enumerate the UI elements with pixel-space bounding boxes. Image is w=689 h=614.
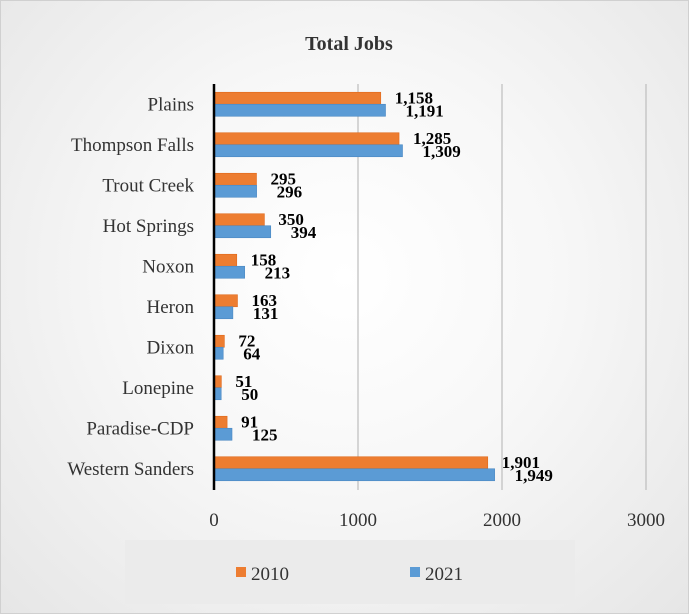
x-tick-label: 3000 xyxy=(627,510,665,531)
x-tick-label: 0 xyxy=(209,510,219,531)
data-label-2010: 72 xyxy=(238,331,255,350)
category-label: Western Sanders xyxy=(67,459,194,480)
bar-2021 xyxy=(213,468,495,482)
bar-2021 xyxy=(213,184,257,198)
bar-2010 xyxy=(213,172,257,186)
data-label-2021: 1,949 xyxy=(515,466,553,485)
x-tick-labels: 0 1000 2000 3000 xyxy=(209,510,665,531)
category-labels: Plains Thompson Falls Trout Creek Hot Sprin… xyxy=(67,94,194,480)
bar-2010 xyxy=(213,415,228,429)
data-label-2021: 131 xyxy=(253,304,279,323)
bar-2010 xyxy=(213,91,382,105)
data-label-2021: 1,309 xyxy=(422,142,460,161)
x-tick-label: 1000 xyxy=(339,510,377,531)
legend-box xyxy=(125,540,575,604)
bar-2021 xyxy=(213,225,272,239)
data-label-2021: 64 xyxy=(243,344,261,363)
data-label-2021: 394 xyxy=(291,223,317,242)
category-label: Dixon xyxy=(147,337,195,358)
category-label: Plains xyxy=(148,94,194,115)
chart-title: Total Jobs xyxy=(305,33,393,55)
legend-swatch-2010 xyxy=(236,567,246,577)
data-label-2010: 51 xyxy=(235,372,252,391)
data-label-2021: 296 xyxy=(277,182,303,201)
legend-label-2010: 2010 xyxy=(251,564,289,585)
bar-2010 xyxy=(213,253,238,267)
bar-2010 xyxy=(213,334,225,348)
bar-2010 xyxy=(213,456,489,470)
bar-2010 xyxy=(213,213,265,227)
data-label-2010: 91 xyxy=(241,412,258,431)
data-label-2010: 163 xyxy=(251,291,276,310)
x-tick-label: 2000 xyxy=(483,510,521,531)
bars xyxy=(213,91,495,482)
data-label-2010: 1,158 xyxy=(395,88,433,107)
bar-2021 xyxy=(213,265,245,279)
category-label: Hot Springs xyxy=(103,216,194,237)
bar-2021 xyxy=(213,427,233,441)
data-label-2021: 1,191 xyxy=(406,101,444,120)
data-label-2021: 125 xyxy=(252,425,278,444)
category-label: Noxon xyxy=(142,256,194,277)
category-label: Thompson Falls xyxy=(71,135,194,156)
category-label: Lonepine xyxy=(122,378,194,399)
category-label: Paradise-CDP xyxy=(86,418,194,439)
bar-2021 xyxy=(213,144,403,158)
bar-2021 xyxy=(213,306,234,320)
data-label-2010: 295 xyxy=(270,169,296,188)
data-label-2021: 213 xyxy=(265,263,291,282)
category-label: Heron xyxy=(147,297,195,318)
legend-label-2021: 2021 xyxy=(425,564,463,585)
data-label-2021: 50 xyxy=(241,385,258,404)
category-label: Trout Creek xyxy=(102,175,194,196)
bar-2021 xyxy=(213,346,224,360)
data-label-2010: 350 xyxy=(278,210,304,229)
data-label-2010: 158 xyxy=(251,250,277,269)
data-label-2010: 1,901 xyxy=(502,453,540,472)
bar-2010 xyxy=(213,294,238,308)
data-label-2010: 1,285 xyxy=(413,129,451,148)
bar-2021 xyxy=(213,103,386,117)
bar-2010 xyxy=(213,132,400,146)
legend-swatch-2021 xyxy=(410,567,420,577)
